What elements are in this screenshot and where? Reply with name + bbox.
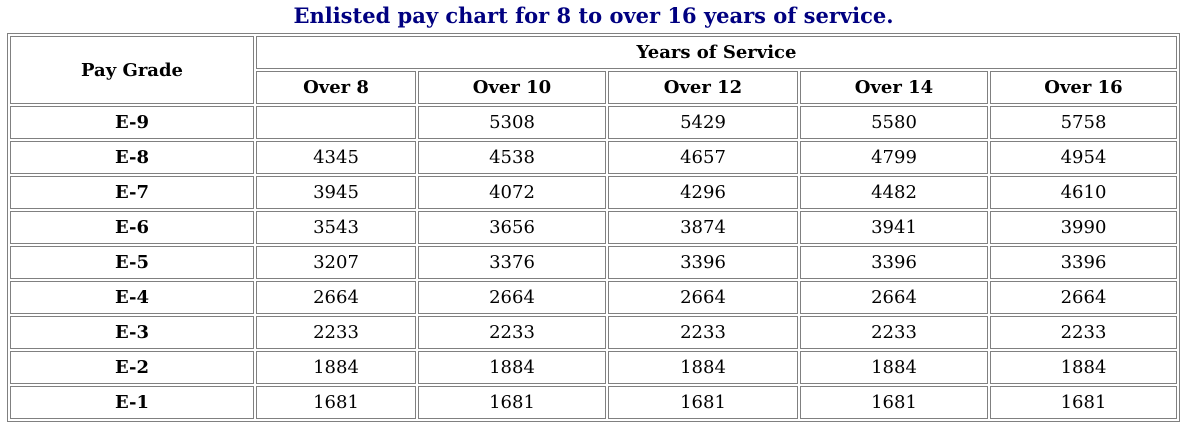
pay-grade-header: Pay Grade [10,36,254,104]
pay-value-cell: 3990 [990,211,1177,244]
pay-value-cell: 2233 [608,316,798,349]
table-row: E-4 2664 2664 2664 2664 2664 [10,281,1177,314]
pay-value-cell: 1884 [800,351,988,384]
pay-value-cell: 2664 [608,281,798,314]
column-header-over-16: Over 16 [990,71,1177,104]
pay-value-cell: 3656 [418,211,606,244]
pay-value-cell: 4482 [800,176,988,209]
pay-grade-cell: E-1 [10,386,254,419]
pay-table-header: Pay Grade Years of Service Over 8 Over 1… [10,36,1177,104]
pay-value-cell: 3396 [800,246,988,279]
pay-value-cell: 2233 [800,316,988,349]
column-header-over-14: Over 14 [800,71,988,104]
pay-grade-cell: E-6 [10,211,254,244]
pay-value-cell: 2664 [990,281,1177,314]
pay-value-cell: 1884 [256,351,416,384]
pay-value-cell: 1681 [418,386,606,419]
pay-grade-cell: E-3 [10,316,254,349]
pay-value-cell: 3941 [800,211,988,244]
pay-value-cell: 1681 [256,386,416,419]
table-row: E-8 4345 4538 4657 4799 4954 [10,141,1177,174]
table-row: E-7 3945 4072 4296 4482 4610 [10,176,1177,209]
pay-value-cell: 1884 [608,351,798,384]
pay-grade-cell: E-4 [10,281,254,314]
table-row: E-6 3543 3656 3874 3941 3990 [10,211,1177,244]
pay-value-cell: 3874 [608,211,798,244]
pay-value-cell: 3207 [256,246,416,279]
pay-grade-cell: E-8 [10,141,254,174]
pay-value-cell: 2664 [800,281,988,314]
pay-value-cell: 4345 [256,141,416,174]
pay-value-cell: 3376 [418,246,606,279]
pay-value-cell: 4072 [418,176,606,209]
column-header-row: Over 8 Over 10 Over 12 Over 14 Over 16 [10,71,1177,104]
pay-table-body: E-9 5308 5429 5580 5758 E-8 4345 4538 4657 4799 49… [10,106,1177,419]
pay-value-cell: 5429 [608,106,798,139]
pay-value-cell: 4657 [608,141,798,174]
pay-grade-cell: E-9 [10,106,254,139]
pay-grade-cell: E-7 [10,176,254,209]
group-header-row: Pay Grade Years of Service [10,36,1177,104]
pay-value-cell: 1884 [418,351,606,384]
pay-value-cell: 2233 [990,316,1177,349]
pay-value-cell: 2664 [256,281,416,314]
column-header-over-10: Over 10 [418,71,606,104]
pay-value-cell: 2664 [418,281,606,314]
pay-value-cell: 1681 [800,386,988,419]
pay-value-cell [256,106,416,139]
pay-value-cell: 3945 [256,176,416,209]
table-row: E-3 2233 2233 2233 2233 2233 [10,316,1177,349]
pay-value-cell: 4296 [608,176,798,209]
pay-value-cell: 3543 [256,211,416,244]
pay-value-cell: 4799 [800,141,988,174]
page-title: Enlisted pay chart for 8 to over 16 year… [293,3,894,28]
pay-grade-cell: E-5 [10,246,254,279]
pay-table: Pay Grade Years of Service Over 8 Over 1… [7,33,1180,422]
column-header-over-12: Over 12 [608,71,798,104]
pay-value-cell: 5308 [418,106,606,139]
pay-value-cell: 2233 [418,316,606,349]
years-of-service-header: Years of Service [256,36,1177,69]
pay-value-cell: 4954 [990,141,1177,174]
pay-value-cell: 3396 [608,246,798,279]
pay-value-cell: 4538 [418,141,606,174]
pay-value-cell: 2233 [256,316,416,349]
table-row: E-5 3207 3376 3396 3396 3396 [10,246,1177,279]
table-row: E-9 5308 5429 5580 5758 [10,106,1177,139]
table-row: E-2 1884 1884 1884 1884 1884 [10,351,1177,384]
pay-value-cell: 1884 [990,351,1177,384]
column-header-over-8: Over 8 [256,71,416,104]
pay-grade-cell: E-2 [10,351,254,384]
pay-value-cell: 1681 [608,386,798,419]
pay-value-cell: 5580 [800,106,988,139]
pay-value-cell: 4610 [990,176,1177,209]
pay-value-cell: 1681 [990,386,1177,419]
table-row: E-1 1681 1681 1681 1681 1681 [10,386,1177,419]
pay-value-cell: 3396 [990,246,1177,279]
pay-value-cell: 5758 [990,106,1177,139]
